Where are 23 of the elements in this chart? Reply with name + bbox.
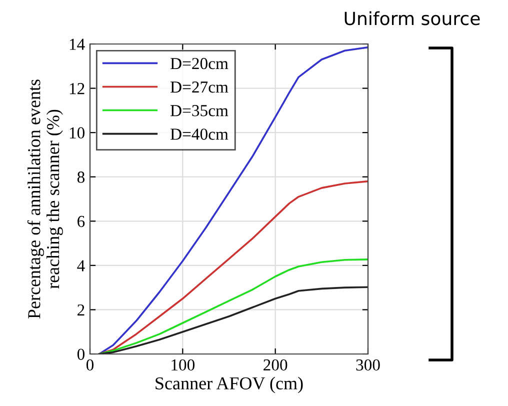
y-tick-label: 10	[70, 127, 85, 139]
y-tick-label: 4	[77, 260, 85, 272]
x-tick-label: 0	[86, 359, 94, 371]
y-tick-label: 12	[70, 83, 84, 94]
legend-label: D=27cm	[170, 82, 228, 93]
line-series	[98, 258, 368, 354]
line-series	[98, 46, 368, 354]
legend-label: D=40cm	[170, 128, 228, 140]
x-tick-label: 200	[264, 359, 288, 371]
legend-label: D=20cm	[170, 58, 228, 70]
text: Uniform source	[344, 11, 480, 26]
x-tick-label: 100	[172, 359, 195, 371]
line-series	[98, 180, 368, 354]
x-tick-label: 300	[356, 359, 380, 371]
y-tick-label: 8	[77, 172, 85, 183]
y-tick-label: 2	[78, 304, 84, 316]
line-series	[98, 286, 368, 354]
y-tick-label: 14	[70, 38, 85, 50]
y-tick-label: 6	[78, 216, 85, 228]
y-tick-label: 0	[77, 348, 85, 360]
legend-label: D=35cm	[170, 105, 228, 116]
y-axis-title: Percentage of annihilation events reaching the scanner (%)	[27, 80, 63, 319]
x-axis-title: Scanner AFOV (cm)	[156, 376, 303, 394]
